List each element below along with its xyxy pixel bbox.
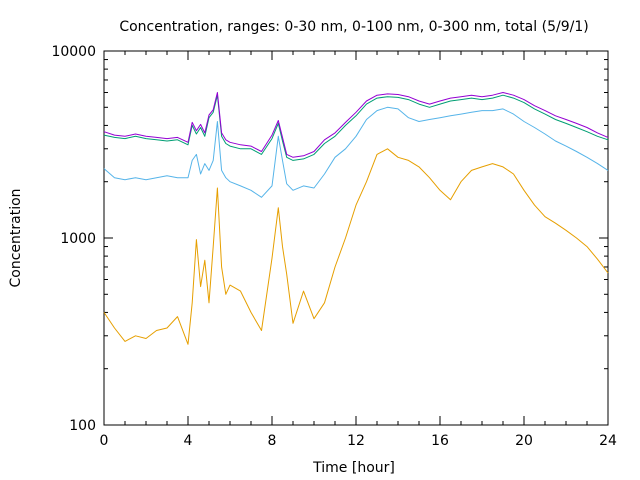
y-tick-label: 100 bbox=[69, 418, 96, 434]
x-tick-label: 4 bbox=[184, 433, 193, 449]
chart-title: Concentration, ranges: 0-30 nm, 0-100 nm… bbox=[119, 19, 588, 35]
axis-tick-labels: 0 4 8 12 16 20 24 100 1000 10000 bbox=[51, 44, 617, 449]
x-tick-label: 0 bbox=[100, 433, 109, 449]
axis-ticks bbox=[103, 50, 609, 426]
x-axis-label: Time [hour] bbox=[312, 460, 395, 476]
y-tick-label: 10000 bbox=[51, 44, 96, 60]
y-axis-label: Concentration bbox=[8, 188, 24, 287]
series-line-2 bbox=[103, 106, 609, 198]
series-line-4 bbox=[103, 92, 609, 158]
series-line-1 bbox=[103, 148, 609, 345]
series-line-3 bbox=[103, 94, 609, 161]
x-tick-label: 20 bbox=[515, 433, 533, 449]
x-tick-label: 8 bbox=[268, 433, 277, 449]
x-tick-label: 12 bbox=[347, 433, 365, 449]
y-tick-label: 1000 bbox=[60, 231, 96, 247]
series-layer bbox=[103, 92, 609, 345]
x-tick-label: 24 bbox=[599, 433, 617, 449]
x-tick-label: 16 bbox=[431, 433, 449, 449]
